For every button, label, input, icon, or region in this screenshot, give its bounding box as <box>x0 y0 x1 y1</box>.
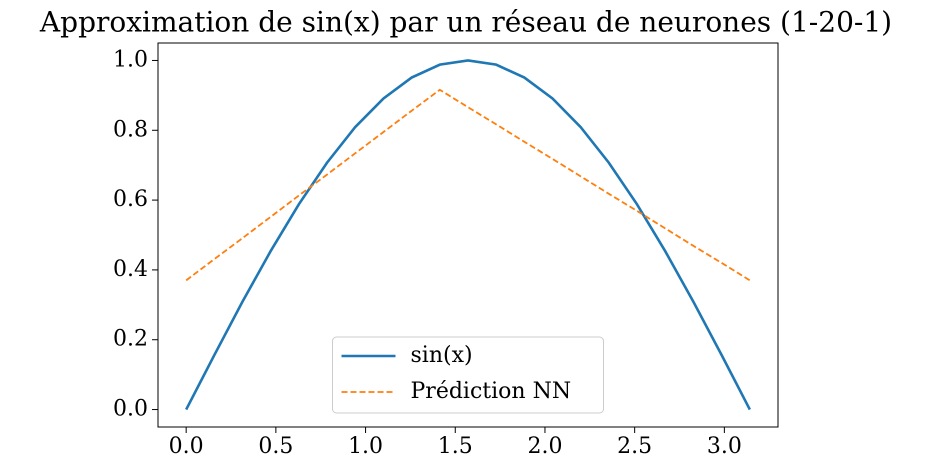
line <box>185 88 751 282</box>
chart-title: Approximation de sin(x) par un réseau de… <box>39 6 892 39</box>
y-tick-label: 0.8 <box>113 117 148 142</box>
x-tick-label: 0.0 <box>169 434 204 459</box>
line <box>185 59 751 411</box>
x-tick-label: 1.5 <box>438 434 473 459</box>
y-tick-label: 0.6 <box>113 187 148 212</box>
legend-label: sin(x) <box>411 343 473 368</box>
y-tick-label: 0.2 <box>113 327 148 352</box>
legend-box <box>332 336 604 414</box>
x-tick-label: 0.5 <box>258 434 293 459</box>
x-tick-label: 2.5 <box>617 434 652 459</box>
y-tick-label: 1.0 <box>113 47 148 72</box>
y-tick-label: 0.0 <box>113 397 148 422</box>
plot-frame <box>157 42 779 428</box>
x-tick-label: 1.0 <box>348 434 383 459</box>
x-tick-label: 3.0 <box>707 434 742 459</box>
y-tick-label: 0.4 <box>113 257 148 282</box>
legend-label: Prédiction NN <box>411 379 572 404</box>
x-tick-label: 2.0 <box>527 434 562 459</box>
